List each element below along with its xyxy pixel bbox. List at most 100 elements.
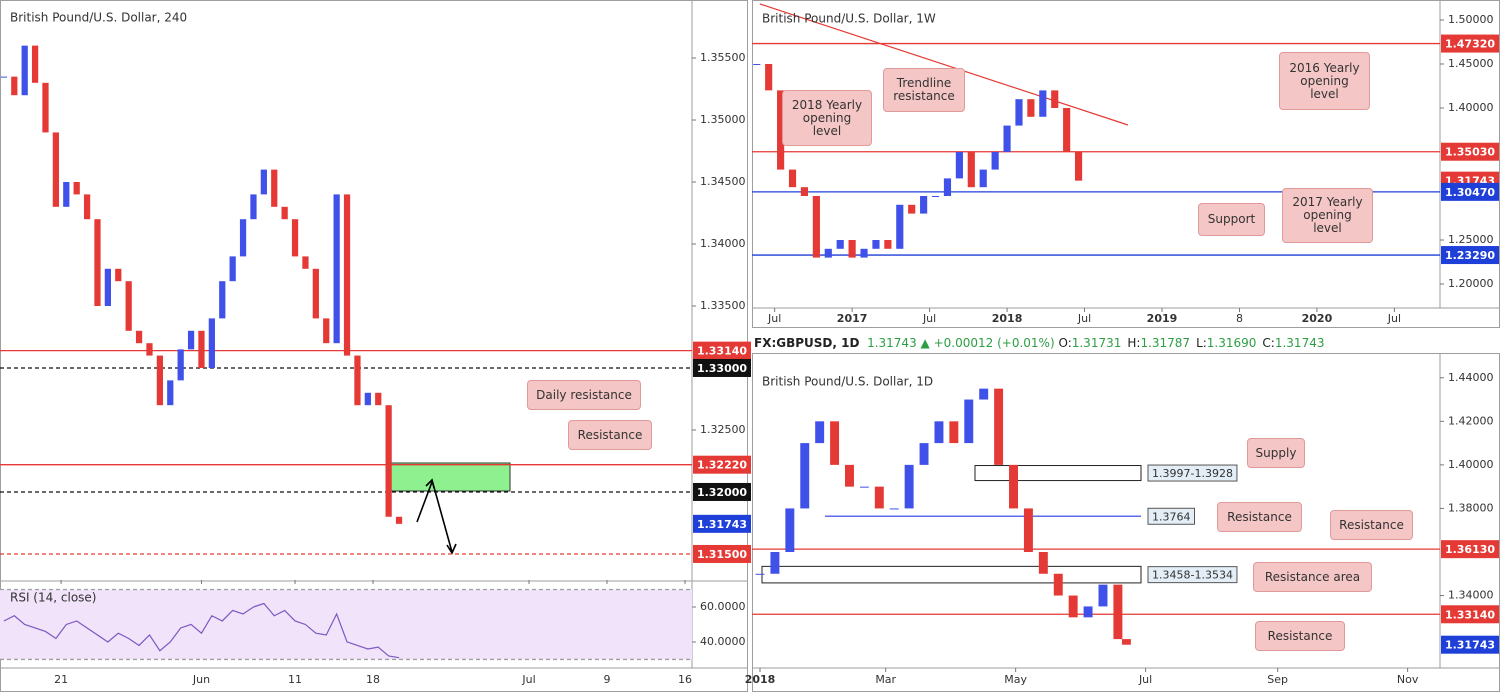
ohlc-value: 1.31690 <box>1206 336 1257 350</box>
candle <box>229 256 236 282</box>
buy-zone <box>389 462 511 492</box>
ohlc: O:1.31731 H:1.31787 L:1.31690 C:1.31743 <box>1058 336 1330 350</box>
candle <box>931 195 940 197</box>
rsi-band <box>0 589 692 660</box>
y-tick-label: 1.34000 <box>700 237 746 250</box>
y-tick-label: 1.32500 <box>700 423 746 436</box>
ohlc-key: H: <box>1127 336 1141 350</box>
y-tick-label: 1.34500 <box>700 175 746 188</box>
candle <box>859 486 869 488</box>
price-tag <box>1441 246 1499 265</box>
candle <box>1083 606 1093 618</box>
price-tag <box>693 358 751 377</box>
x-tick-label: Jul <box>922 312 936 325</box>
candle <box>896 204 904 249</box>
candle <box>73 182 80 195</box>
callout: 2016 Yearly opening level <box>1279 52 1370 110</box>
x-tick-label: 2019 <box>1147 312 1178 325</box>
price-tag <box>1441 605 1499 624</box>
candle <box>187 330 195 350</box>
candle <box>83 194 91 220</box>
candle <box>755 573 765 575</box>
candle <box>281 206 288 220</box>
zone-tag-box <box>1147 566 1238 584</box>
candle <box>94 219 101 306</box>
y-tick-label: 1.35000 <box>700 113 746 126</box>
zone <box>974 465 1142 482</box>
candle <box>955 151 963 179</box>
candle <box>943 178 952 196</box>
ohlc-value: 1.31787 <box>1140 336 1191 350</box>
x-tick-label: 11 <box>288 673 302 686</box>
candle <box>800 187 809 196</box>
candle <box>302 256 309 269</box>
candle <box>125 281 132 331</box>
candle <box>964 399 974 444</box>
candle <box>104 268 112 306</box>
ohlc-key: O: <box>1058 336 1072 350</box>
y-tick-label: 1.45000 <box>1448 57 1494 70</box>
price-tag-label: 1.33000 <box>697 362 747 375</box>
callout: Daily resistance <box>527 380 641 410</box>
x-tick-label: 21 <box>54 673 68 686</box>
candle <box>42 82 49 133</box>
price-tag-label: 1.33140 <box>697 345 747 358</box>
candle <box>1113 584 1123 640</box>
trendline <box>759 3 1129 126</box>
price-tag <box>693 544 751 563</box>
candle <box>1098 584 1108 607</box>
callout: Resistance <box>568 420 652 450</box>
chart-title: RSI (14, close) <box>10 591 96 605</box>
x-tick-label: Jul <box>1387 312 1401 325</box>
y-tick-label: 1.38000 <box>1448 501 1494 514</box>
candle <box>919 443 929 465</box>
last-price: 1.31743 <box>867 336 917 350</box>
y-tick-label: 1.35500 <box>700 51 746 64</box>
ohlc-value: 1.31731 <box>1071 336 1122 350</box>
candle <box>323 318 330 344</box>
y-tick-label: 1.50000 <box>1448 13 1494 26</box>
candle <box>375 392 382 406</box>
candle <box>1023 508 1033 552</box>
candle <box>1053 573 1063 596</box>
price-tag-label: 1.31743 <box>1445 639 1495 652</box>
price-tag-label: 1.30470 <box>1445 186 1495 199</box>
candle <box>146 343 153 356</box>
x-tick-label: 2020 <box>1302 312 1333 325</box>
candle <box>770 551 780 574</box>
candle <box>343 194 351 356</box>
zone-tag: 1.3458-1.3534 <box>1147 566 1238 584</box>
candle <box>1027 99 1035 117</box>
candle <box>991 151 999 170</box>
up-icon: ▲ <box>920 336 930 350</box>
y-tick-label: 1.34000 <box>1448 589 1494 602</box>
price-tag-label: 1.32220 <box>697 459 747 472</box>
x-tick-label: Jul <box>1077 312 1091 325</box>
candle <box>0 76 8 78</box>
candle <box>753 63 761 65</box>
price-tag <box>693 514 751 533</box>
candle <box>63 182 70 207</box>
price-tag-label: 1.36130 <box>1445 543 1495 556</box>
candle <box>312 268 319 319</box>
candle <box>994 388 1004 465</box>
trade-arrows <box>416 478 457 555</box>
price-tag-label: 1.35030 <box>1445 146 1495 159</box>
candle <box>848 239 856 258</box>
candle <box>788 169 797 188</box>
candle <box>1121 639 1131 645</box>
price-tag <box>1441 34 1499 53</box>
callout: Resistance area <box>1253 562 1372 592</box>
candle <box>364 392 371 406</box>
x-tick-label: 2018 <box>992 312 1023 325</box>
candle <box>271 169 278 207</box>
candle <box>385 405 392 517</box>
candle <box>135 330 143 344</box>
symbol: FX:GBPUSD, 1D <box>754 336 860 350</box>
ohlc-key: L: <box>1196 336 1207 350</box>
price-tag-label: 1.33140 <box>1445 608 1495 621</box>
callout: Resistance <box>1255 621 1345 651</box>
price-tag <box>1441 182 1499 201</box>
candle <box>208 318 215 368</box>
zone-tag-label: 1.3764 <box>1152 510 1191 523</box>
